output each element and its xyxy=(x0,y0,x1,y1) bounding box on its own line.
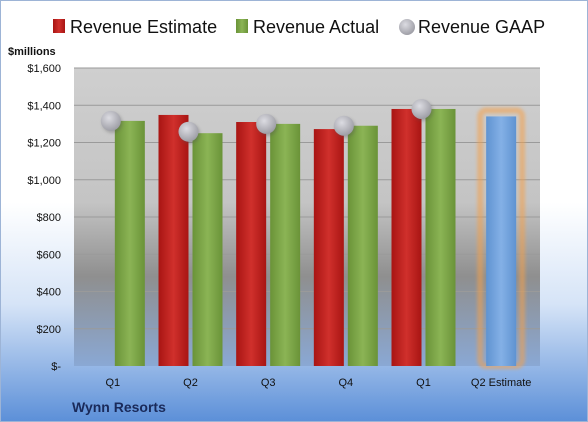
bar-revenue-actual xyxy=(347,125,378,366)
legend-revenue-gaap-label: Revenue GAAP xyxy=(418,17,545,37)
bar-revenue-estimate xyxy=(158,114,189,366)
x-axis-ticks: Q1 Q2 Q3 Q4 Q1 Q2 Estimate xyxy=(105,377,531,389)
x-tick-label: Q4 xyxy=(338,377,353,389)
gaap-marker xyxy=(178,121,199,142)
legend-revenue-estimate-label: Revenue Estimate xyxy=(70,17,217,37)
bar-revenue-estimate xyxy=(313,129,344,366)
legend: Revenue Estimate Revenue Actual Revenue GA… xyxy=(53,17,545,37)
legend-revenue-actual-label: Revenue Actual xyxy=(253,17,379,37)
legend-revenue-gaap-swatch xyxy=(399,19,415,35)
gaap-marker xyxy=(411,98,432,119)
y-tick-label: $- xyxy=(51,361,61,373)
y-tick-label: $800 xyxy=(37,212,61,224)
y-tick-label: $1,000 xyxy=(27,175,61,187)
y-tick-label: $1,600 xyxy=(27,63,61,75)
x-tick-label: Q3 xyxy=(261,377,276,389)
y-tick-label: $600 xyxy=(37,249,61,261)
y-axis-ticks: $- $200 $400 $600 $800 $1,000 $1,200 $1,400 $1,6… xyxy=(27,63,61,373)
bar-revenue-estimate xyxy=(391,108,422,366)
y-tick-label: $1,400 xyxy=(27,100,61,112)
bar-revenue-estimate xyxy=(236,122,267,366)
bar-revenue-actual xyxy=(192,133,223,366)
x-tick-label: Q1 xyxy=(416,377,431,389)
gaap-marker xyxy=(100,110,121,131)
y-tick-label: $1,200 xyxy=(27,138,61,150)
gaap-marker xyxy=(333,115,354,136)
y-unit-label: $millions xyxy=(8,46,56,58)
bar-revenue-actual xyxy=(425,108,456,366)
bars xyxy=(114,107,526,369)
x-tick-label: Q2 Estimate xyxy=(471,377,532,389)
y-tick-label: $200 xyxy=(37,324,61,336)
x-tick-label: Q1 xyxy=(105,377,120,389)
x-tick-label: Q2 xyxy=(183,377,198,389)
y-tick-label: $400 xyxy=(37,287,61,299)
legend-revenue-actual-swatch xyxy=(236,19,248,33)
gaap-marker xyxy=(256,113,277,134)
bar-q2-estimate xyxy=(486,116,517,366)
bar-revenue-actual xyxy=(114,120,145,367)
company-name: Wynn Resorts xyxy=(72,399,166,415)
bar-revenue-actual xyxy=(270,123,301,366)
gridlines xyxy=(74,67,540,330)
legend-revenue-estimate-swatch xyxy=(53,19,65,33)
gaap-markers xyxy=(100,98,433,144)
